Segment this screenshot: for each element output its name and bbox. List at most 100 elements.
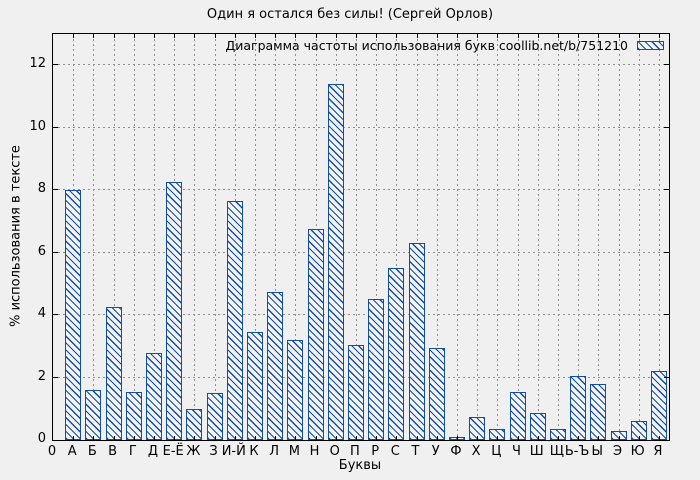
y-tick-left [53,251,58,253]
x-tick-bottom [537,436,539,440]
y-tick-label: 8 [37,181,46,197]
x-tick-top [295,34,297,38]
x-tick-label: Т [411,444,420,459]
x-tick-label: М [288,444,300,459]
x-tick-bottom [638,436,640,440]
y-tick-left [53,376,58,378]
y-tick-left [53,189,58,191]
y-tick-right [664,189,669,191]
x-tick-bottom [174,436,176,440]
chart-title: Один я остался без силы! (Сергей Орлов) [206,7,494,22]
x-tick-label: Ь-Ъ [564,444,590,459]
y-tick-right [664,376,669,378]
x-tick-label: У [431,444,440,459]
x-tick-bottom [456,436,458,440]
y-tick-right [664,64,669,66]
x-tick-bottom [396,436,398,440]
x-tick-bottom [376,436,378,440]
x-tick-top [436,34,438,38]
x-tick-top [456,34,458,38]
x-tick-bottom [598,436,600,440]
h-gridline [53,251,669,253]
y-axis-title: % использования в тексте [8,145,24,327]
x-tick-top [315,34,317,38]
y-tick-label: 0 [37,431,46,446]
x-tick-bottom [416,436,418,440]
x-tick-top [497,34,499,38]
x-tick-top [113,34,115,38]
x-tick-top [93,34,95,38]
x-tick-bottom [295,436,297,440]
x-tick-top [578,34,580,38]
v-gridline [355,34,357,440]
tick-layer [53,34,669,440]
x-tick-bottom [497,436,499,440]
x-axis-title: Буквы [338,458,382,473]
y-tick-right [664,314,669,316]
legend: Диаграмма частоты использования букв coo… [225,38,664,53]
y-tick-left [53,126,58,128]
x-tick-label: З [209,444,218,459]
x-tick-label: В [108,444,118,459]
x-tick-label: Ц [491,444,502,459]
x-tick-top [376,34,378,38]
v-gridline [436,34,438,440]
x-tick-top [275,34,277,38]
x-tick-label: Г [128,444,137,459]
plot-area: Диаграмма частоты использования букв coo… [52,33,670,441]
v-gridline [153,34,155,440]
y-tick-left [53,314,58,316]
x-tick-top [133,34,135,38]
y-tick-label: 6 [37,243,46,259]
x-tick-label: А [67,444,77,459]
x-tick-label: Ж [186,444,201,459]
y-tick-label: 2 [37,368,46,384]
x-tick-bottom [355,436,357,440]
x-tick-bottom [194,436,196,440]
x-tick-bottom [133,436,135,440]
v-gridline [396,34,398,440]
x-tick-label: Ч [512,444,521,459]
x-tick-top [234,34,236,38]
x-tick-top [537,34,539,38]
x-tick-top [355,34,357,38]
x-tick-bottom [214,436,216,440]
x-tick-bottom [618,436,620,440]
legend-key-swatch [637,41,664,50]
y-tick-label: 10 [29,118,46,134]
x-tick-top [477,34,479,38]
v-gridline [295,34,297,440]
x-tick-bottom [113,436,115,440]
x-origin-label: 0 [47,444,57,459]
v-gridline [133,34,135,440]
x-tick-label: О [329,444,340,459]
h-gridline [53,189,669,191]
h-gridline [53,314,669,316]
x-tick-bottom [436,436,438,440]
v-gridline [416,34,418,440]
x-tick-bottom [477,436,479,440]
v-gridline [113,34,115,440]
v-gridline [93,34,95,440]
x-tick-bottom [315,436,317,440]
x-tick-top [517,34,519,38]
x-tick-top [618,34,620,38]
x-tick-top [638,34,640,38]
x-tick-label: Л [269,444,280,459]
x-tick-label: И-Й [221,444,246,459]
v-gridline [214,34,216,440]
v-gridline [578,34,580,440]
x-tick-label: Щ [549,444,565,459]
v-gridline [477,34,479,440]
y-tick-label: 12 [29,56,46,72]
legend-label: Диаграмма частоты использования букв coo… [225,38,628,53]
x-tick-top [335,34,337,38]
x-tick-top [658,34,660,38]
x-tick-label: П [350,444,360,459]
x-tick-label: Я [653,444,663,459]
v-gridline [376,34,378,440]
y-tick-label: 4 [37,306,46,322]
x-tick-label: С [390,444,400,459]
x-tick-label: Х [471,444,481,459]
